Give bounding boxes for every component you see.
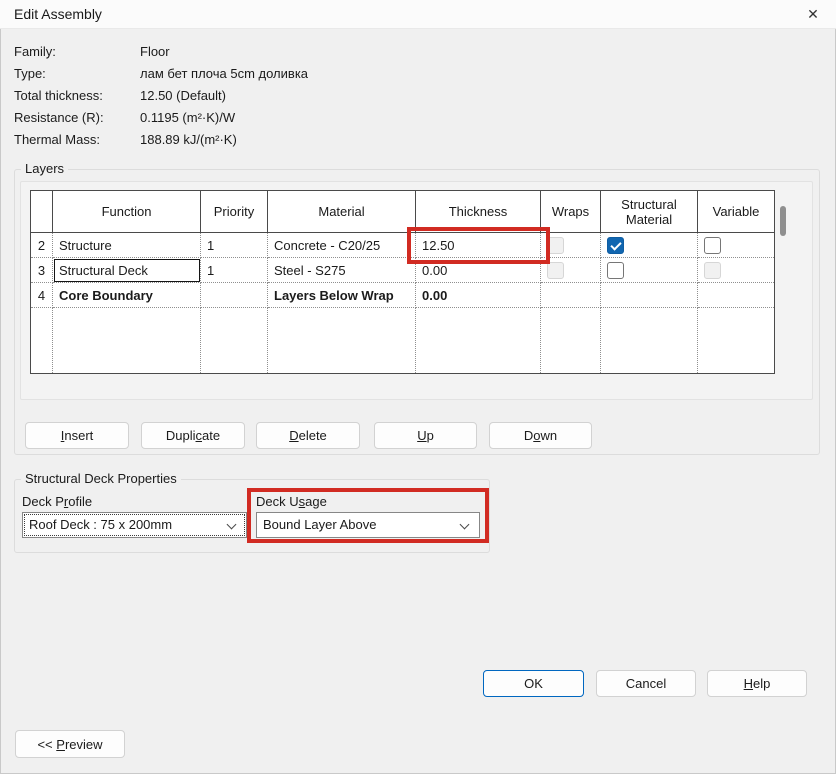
priority-header: Priority [200,190,268,233]
help-button[interactable]: Help [707,670,807,697]
variable-checkbox [704,261,721,279]
up-button[interactable]: Up [374,422,477,449]
empty-row [30,307,775,374]
wraps-checkbox [547,261,564,279]
down-button[interactable]: Down [489,422,592,449]
layers-group-label: Layers [21,161,69,177]
layers-groupbox [14,169,820,455]
family-label: Family: [14,44,56,59]
deck-usage-label: Deck Usage [256,494,327,509]
layers-table: Function Priority Material Thickness Wra… [30,190,775,374]
function-cell[interactable]: Structure [52,232,201,258]
type-value: лам бет плоча 5cm доливка [140,66,309,81]
table-vertical-scrollbar[interactable] [780,206,786,236]
ok-button[interactable]: OK [483,670,584,697]
resistance-value: 0.1195 (m²·K)/W [140,110,236,125]
row-number[interactable]: 3 [30,257,53,283]
type-label: Type: [14,66,46,81]
delete-button[interactable]: Delete [256,422,360,449]
close-icon[interactable]: ✕ [796,0,830,29]
structural-material-checkbox[interactable] [607,236,624,254]
structural-material-cell [600,282,698,308]
layer-row-3: 3 Structural Deck 1 Steel - S275 0.00 [30,257,775,283]
variable-cell [697,232,775,258]
row-number[interactable]: 4 [30,282,53,308]
function-cell[interactable]: Structural Deck [52,257,201,283]
family-value: Floor [140,44,170,59]
variable-cell [697,282,775,308]
variable-header: Variable [697,190,775,233]
structural-material-cell [600,232,698,258]
wraps-cell [540,282,601,308]
thermal-mass-value: 188.89 kJ/(m²·K) [140,132,237,147]
priority-cell[interactable]: 1 [200,232,268,258]
wraps-cell [540,257,601,283]
wraps-header: Wraps [540,190,601,233]
variable-cell [697,257,775,283]
thermal-mass-label: Thermal Mass: [14,132,100,147]
duplicate-button[interactable]: Duplicate [141,422,245,449]
wraps-cell [540,232,601,258]
chevron-down-icon [459,519,470,530]
deck-profile-label: Deck Profile [22,494,93,509]
row-num-header [30,190,53,233]
deck-profile-dropdown[interactable]: Roof Deck : 75 x 200mm [22,512,247,538]
structural-material-cell [600,257,698,283]
dialog-title: Edit Assembly [14,6,102,22]
row-number[interactable]: 2 [30,232,53,258]
priority-cell[interactable]: 1 [200,257,268,283]
resistance-label: Resistance (R): [14,110,104,125]
layer-row-2: 2 Structure 1 Concrete - C20/25 12.50 [30,232,775,258]
layer-row-4: 4 Core Boundary Layers Below Wrap 0.00 [30,282,775,308]
material-cell[interactable]: Steel - S275 [267,257,416,283]
total-thickness-value: 12.50 (Default) [140,88,226,103]
function-cell: Core Boundary [52,282,201,308]
thickness-header: Thickness [415,190,541,233]
total-thickness-label: Total thickness: [14,88,103,103]
structural-material-header: Structural Material [600,190,698,233]
deck-profile-value: Roof Deck : 75 x 200mm [29,517,173,532]
deck-usage-dropdown[interactable]: Bound Layer Above [256,512,480,538]
thickness-cell: 0.00 [415,282,541,308]
function-header: Function [52,190,201,233]
chevron-down-icon [226,519,237,530]
wraps-checkbox [547,236,564,254]
thickness-cell: 0.00 [415,257,541,283]
deck-properties-group-label: Structural Deck Properties [21,471,181,487]
material-cell[interactable]: Concrete - C20/25 [267,232,416,258]
deck-usage-value: Bound Layer Above [263,517,377,532]
thickness-cell[interactable]: 12.50 [415,232,541,258]
material-cell: Layers Below Wrap [267,282,416,308]
variable-checkbox[interactable] [704,236,721,254]
structural-material-checkbox[interactable] [607,261,624,279]
preview-toggle-button[interactable]: << Preview [15,730,125,758]
deck-properties-groupbox [14,479,490,553]
cancel-button[interactable]: Cancel [596,670,696,697]
title-bar: Edit Assembly ✕ [0,0,836,29]
material-header: Material [267,190,416,233]
priority-cell [200,282,268,308]
insert-button[interactable]: Insert [25,422,129,449]
